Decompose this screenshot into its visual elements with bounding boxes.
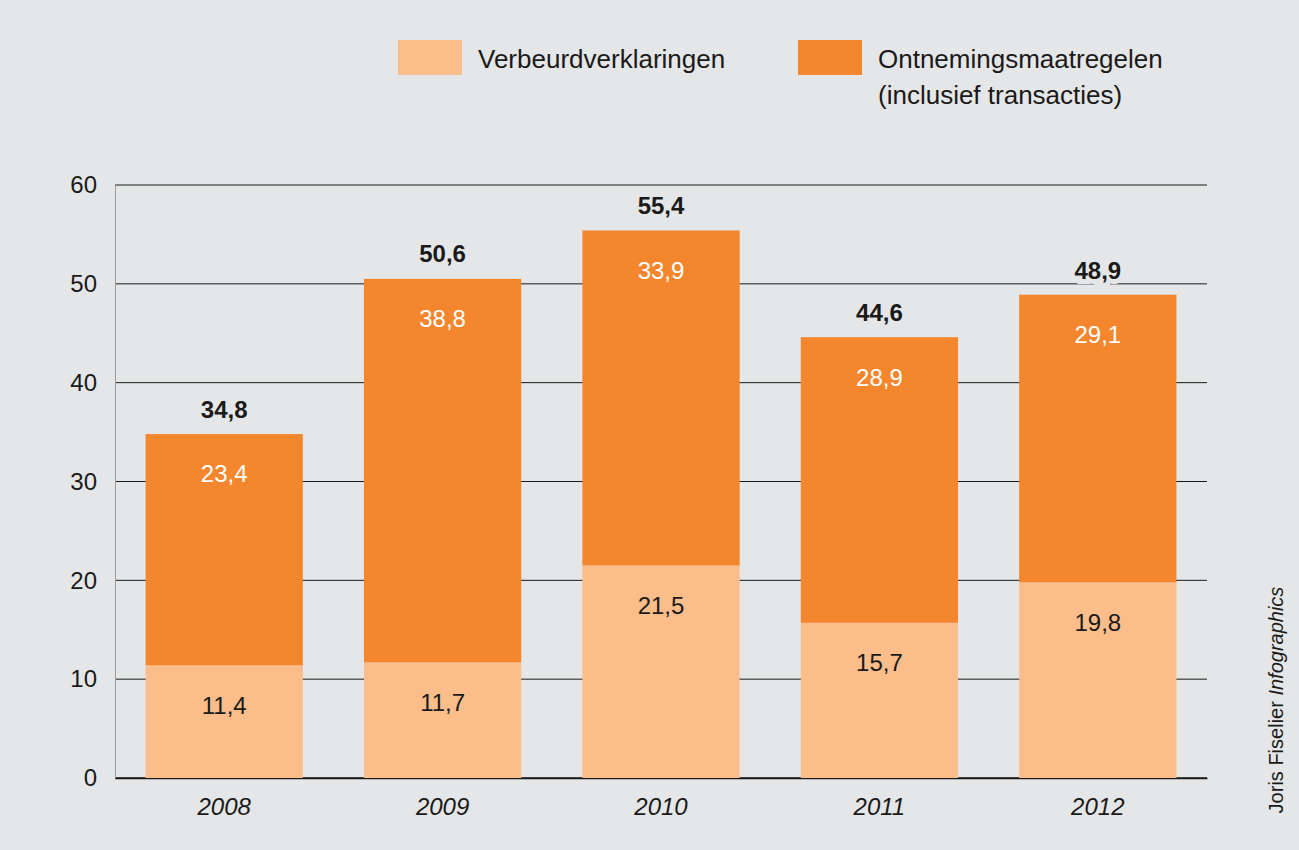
y-tick: 50 (70, 270, 115, 297)
y-axis-line (115, 186, 116, 779)
legend-swatch (398, 40, 462, 75)
y-tick: 0 (84, 764, 115, 791)
data-label: 11,7 (420, 689, 465, 716)
chart: 01020304050602008200920102011201211,411,… (0, 0, 1299, 850)
total-label: 44,6 (856, 299, 903, 326)
total-label: 50,6 (419, 240, 466, 267)
bar-segment (1019, 582, 1176, 778)
y-tick: 60 (70, 171, 115, 198)
data-label: 23,4 (201, 460, 248, 487)
source-credit: Joris Fiselier Infographics (1265, 587, 1287, 814)
x-axis: 2008 2009 2010 2011 2012 (116, 778, 1208, 820)
data-label: 11,4 (202, 692, 247, 719)
y-tick-label: 20 (70, 567, 97, 594)
data-label: 21,5 (638, 592, 685, 619)
data-label: 19,8 (1074, 609, 1121, 636)
y-tick-label: 30 (70, 468, 97, 495)
x-tick-label: 2011 (853, 793, 906, 820)
grid-line (115, 185, 1207, 186)
data-label: 15,7 (856, 649, 903, 676)
x-tick-label: 2009 (415, 793, 469, 820)
y-tick-label: 10 (70, 665, 97, 692)
bar-segment (1019, 295, 1176, 583)
bar-segment (801, 337, 958, 623)
data-label: 33,9 (638, 257, 685, 284)
data-label: 28,9 (856, 364, 903, 391)
y-tick: 40 (70, 369, 115, 396)
bar-segment (364, 279, 521, 662)
total-label: 55,4 (638, 192, 685, 219)
x-tick-label: 2010 (633, 793, 688, 820)
x-tick-label: 2012 (1070, 793, 1124, 820)
data-label: 29,1 (1074, 321, 1121, 348)
x-tick: 2011 (853, 778, 906, 820)
legend-swatch (798, 40, 862, 75)
x-tick: 2009 (415, 778, 469, 820)
y-tick-label: 0 (84, 764, 97, 791)
x-tick: 2012 (1070, 778, 1124, 820)
x-tick: 2010 (633, 778, 688, 820)
legend-label: Verbeurdverklaringen (478, 44, 725, 74)
y-tick: 20 (70, 567, 115, 594)
bar-segment (801, 623, 958, 778)
legend-label: Ontnemingsmaatregelen(inclusief transact… (878, 44, 1163, 110)
bar-segment (582, 230, 739, 565)
data-label: 38,8 (419, 305, 466, 332)
total-label: 48,9 (1074, 257, 1121, 284)
grid (115, 185, 1207, 778)
background (0, 0, 1299, 850)
total-label: 34,8 (201, 396, 248, 423)
y-tick-label: 60 (70, 171, 97, 198)
bar-segment (582, 566, 739, 778)
bars (146, 230, 1177, 778)
data-labels: 11,4 11,7 21,5 15,7 19,8 23,4 38,8 33,9 28,9 29,1… (201, 192, 1121, 718)
y-axis: 0 10 20 30 40 50 60 (70, 171, 115, 791)
x-tick: 2008 (197, 778, 252, 820)
y-tick-label: 40 (70, 369, 97, 396)
bar-segment (364, 662, 521, 778)
x-tick-label: 2008 (197, 793, 252, 820)
y-tick: 30 (70, 468, 115, 495)
y-tick-label: 50 (70, 270, 97, 297)
y-tick: 10 (70, 665, 115, 692)
bar-segment (146, 665, 303, 778)
bar-segment (146, 434, 303, 665)
legend: Verbeurdverklaringen Ontnemingsmaatregele… (398, 40, 1163, 110)
